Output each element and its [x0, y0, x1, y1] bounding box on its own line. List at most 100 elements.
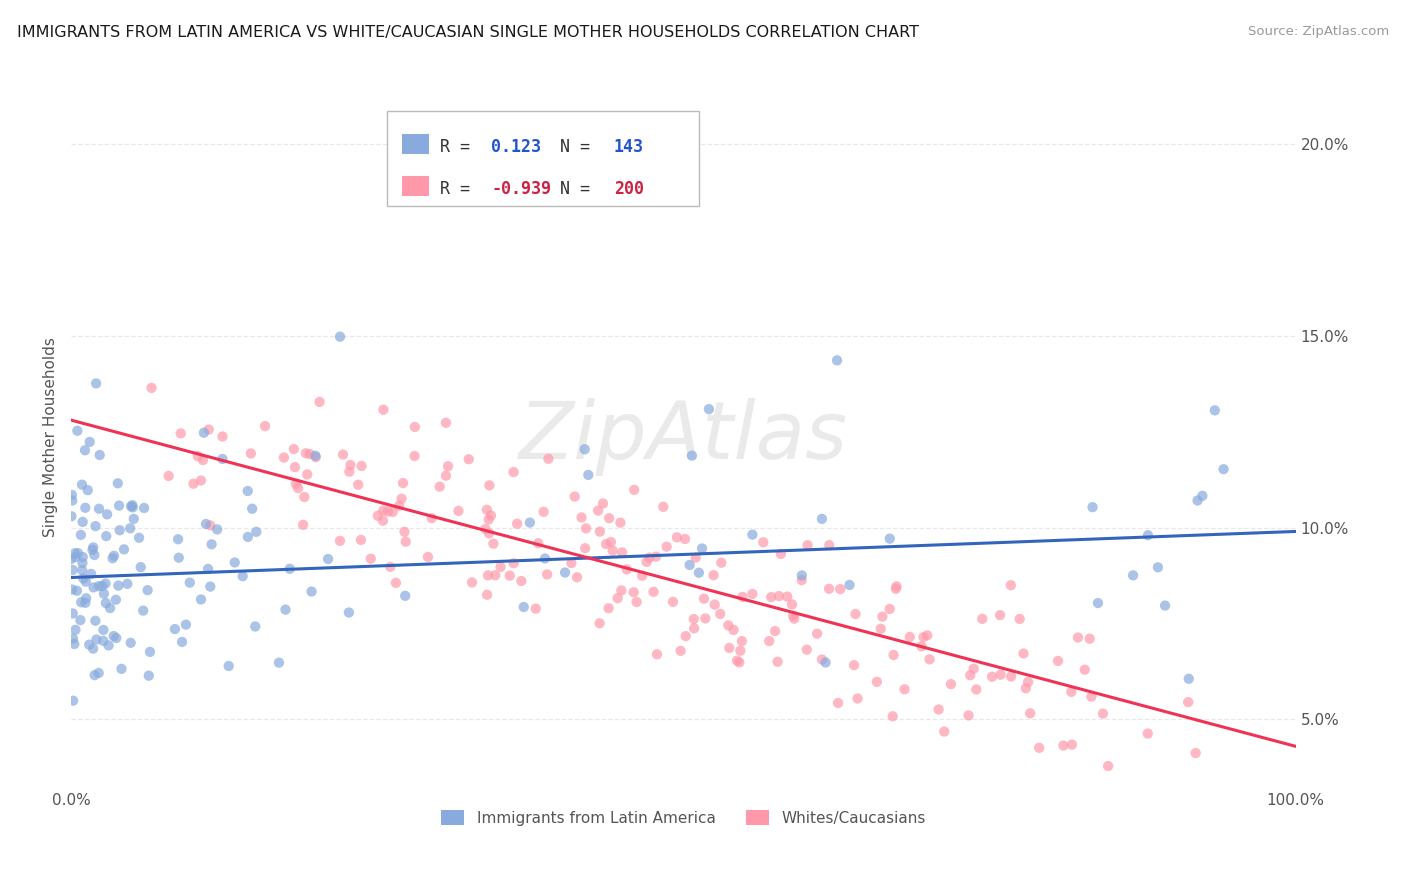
Point — [373, 503, 395, 517]
Point — [395, 534, 418, 549]
Point — [72, 556, 94, 570]
Point — [1074, 663, 1097, 677]
Point — [1008, 612, 1031, 626]
Point — [121, 498, 143, 512]
Point — [730, 644, 752, 658]
Text: N =: N = — [540, 138, 600, 156]
Point — [928, 702, 950, 716]
Point — [638, 550, 661, 565]
Point — [91, 579, 114, 593]
Point — [1080, 690, 1102, 704]
Point — [866, 674, 889, 689]
FancyBboxPatch shape — [402, 176, 429, 195]
Point — [844, 607, 866, 621]
Point — [818, 538, 841, 552]
Point — [87, 501, 110, 516]
Point — [157, 469, 180, 483]
Point — [912, 630, 935, 644]
Point — [304, 449, 326, 463]
Point — [236, 530, 259, 544]
Point — [554, 566, 576, 580]
Point — [337, 606, 360, 620]
Point — [96, 508, 118, 522]
Point — [82, 641, 104, 656]
Point — [645, 648, 668, 662]
Point — [404, 449, 426, 463]
Point — [915, 628, 938, 642]
Point — [298, 447, 321, 461]
Point — [697, 402, 720, 417]
Point — [728, 656, 751, 670]
Point — [350, 533, 373, 547]
Point — [385, 575, 408, 590]
Point — [273, 450, 295, 465]
Point — [1147, 560, 1170, 574]
Point — [963, 662, 986, 676]
Point — [665, 530, 688, 544]
Point — [132, 604, 155, 618]
Point — [329, 329, 352, 343]
Text: 143: 143 — [613, 138, 644, 156]
Point — [478, 526, 501, 541]
Point — [66, 583, 89, 598]
Point — [284, 460, 307, 475]
Point — [717, 618, 740, 632]
Point — [1177, 672, 1199, 686]
Point — [872, 609, 894, 624]
Point — [388, 499, 411, 513]
Point — [65, 549, 87, 564]
Point — [108, 523, 131, 537]
Point — [636, 555, 658, 569]
Point — [575, 521, 598, 535]
Point — [1184, 746, 1206, 760]
Point — [84, 519, 107, 533]
Point — [136, 583, 159, 598]
Point — [768, 589, 790, 603]
Point — [796, 642, 818, 657]
Point — [84, 376, 107, 391]
Point — [818, 582, 841, 596]
Point — [129, 560, 152, 574]
Text: R =: R = — [440, 138, 489, 156]
Point — [69, 613, 91, 627]
Point — [112, 542, 135, 557]
Point — [592, 496, 614, 510]
Point — [103, 629, 125, 643]
Point — [869, 622, 891, 636]
Text: N =: N = — [540, 179, 600, 198]
Point — [623, 483, 645, 497]
Point — [1012, 647, 1035, 661]
Point — [752, 535, 775, 549]
Point — [190, 592, 212, 607]
Point — [693, 591, 716, 606]
Point — [688, 566, 710, 580]
Point — [70, 528, 93, 542]
Point — [879, 532, 901, 546]
Point — [377, 504, 399, 518]
Point — [295, 446, 318, 460]
Point — [1177, 695, 1199, 709]
Point — [83, 668, 105, 682]
Point — [82, 542, 104, 557]
Point — [96, 529, 118, 543]
Point — [731, 590, 754, 604]
Point — [679, 558, 702, 572]
Point — [193, 425, 215, 440]
Point — [75, 574, 97, 589]
Point — [898, 630, 921, 644]
Point — [107, 579, 129, 593]
Point — [350, 458, 373, 473]
Point — [128, 531, 150, 545]
Point — [1060, 738, 1083, 752]
Text: Source: ZipAtlas.com: Source: ZipAtlas.com — [1249, 25, 1389, 38]
Point — [479, 508, 502, 523]
Point — [489, 560, 512, 574]
Point — [183, 476, 205, 491]
Point — [631, 569, 654, 583]
Point — [83, 548, 105, 562]
Point — [478, 512, 501, 526]
Point — [883, 648, 905, 662]
Point — [132, 500, 155, 515]
Point — [122, 512, 145, 526]
Point — [197, 562, 219, 576]
